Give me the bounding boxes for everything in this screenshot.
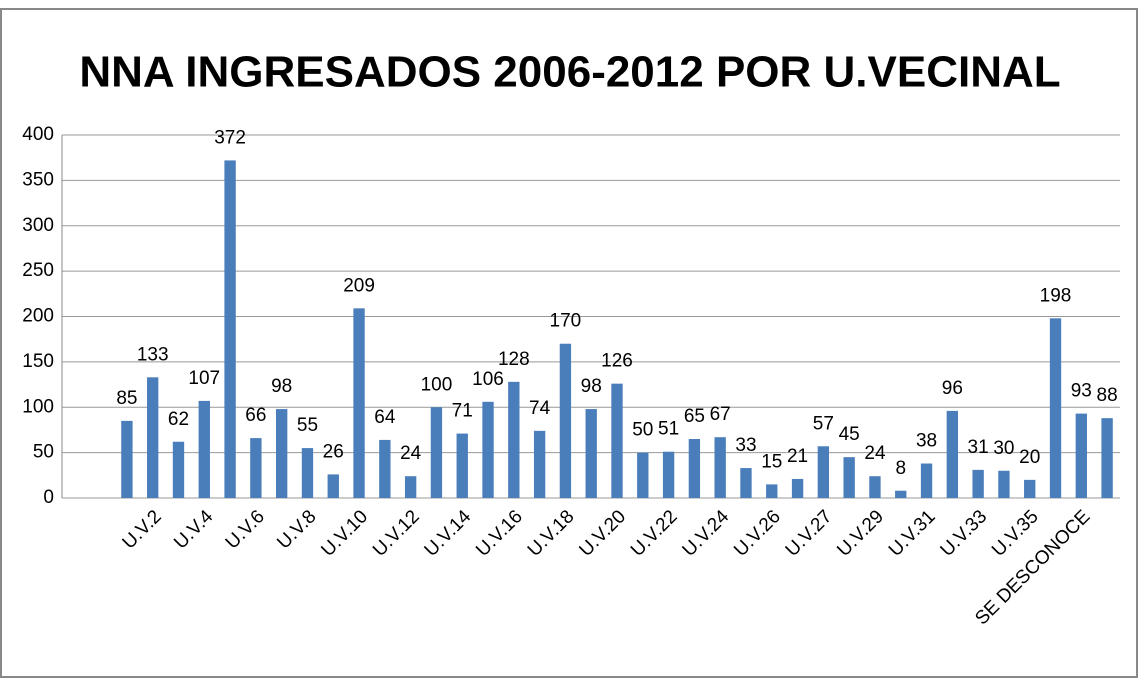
value-label: 65 [684, 406, 705, 427]
bar [998, 470, 1010, 498]
value-label: 126 [601, 351, 633, 372]
value-label: 85 [116, 388, 137, 409]
bar [637, 452, 649, 498]
value-label: 15 [761, 451, 782, 472]
value-label: 93 [1071, 381, 1092, 402]
value-label: 33 [735, 435, 756, 456]
value-label: 107 [188, 368, 220, 389]
value-label: 55 [297, 415, 318, 436]
value-label: 21 [787, 446, 808, 467]
value-label: 24 [864, 443, 886, 464]
bar [1024, 479, 1036, 498]
value-label: 96 [942, 378, 963, 399]
bar [1049, 318, 1062, 498]
bar [1075, 413, 1087, 498]
y-tick-label: 50 [33, 442, 54, 463]
value-label: 133 [137, 344, 169, 365]
y-tick-label: 150 [22, 351, 54, 372]
y-tick-label: 350 [22, 169, 54, 190]
y-tick-label: 200 [22, 306, 54, 327]
value-label: 209 [343, 275, 375, 296]
value-label: 20 [1019, 447, 1040, 468]
value-label: 31 [968, 437, 989, 458]
value-label: 45 [839, 424, 860, 445]
bar [662, 451, 675, 498]
bar [895, 490, 907, 498]
bar [121, 420, 133, 498]
bar [533, 430, 546, 498]
bar [559, 343, 572, 498]
bar [508, 381, 520, 498]
y-tick-label: 300 [22, 215, 54, 236]
bar [920, 463, 933, 498]
bar [224, 160, 236, 498]
value-label: 26 [323, 441, 344, 462]
bar [147, 377, 159, 498]
value-label: 100 [421, 374, 453, 395]
value-label: 71 [452, 401, 473, 422]
bar [1101, 418, 1113, 498]
bar [172, 441, 185, 498]
value-label: 88 [1097, 385, 1118, 406]
bar [791, 478, 804, 498]
bar [611, 383, 623, 498]
value-label: 106 [472, 369, 504, 390]
bar [688, 439, 701, 498]
value-label: 128 [498, 349, 530, 370]
bar [714, 437, 726, 498]
value-label: 66 [245, 405, 266, 426]
bar [301, 448, 314, 498]
bar [250, 438, 262, 498]
bar [198, 400, 210, 498]
bar [972, 469, 984, 498]
value-label: 372 [214, 127, 246, 148]
bar [327, 474, 339, 498]
value-label: 62 [168, 409, 189, 430]
chart-title: NNA INGRESADOS 2006-2012 POR U.VECINAL [79, 48, 1060, 97]
value-label: 24 [400, 443, 422, 464]
y-tick-label: 400 [22, 124, 54, 145]
bar [740, 468, 752, 498]
value-label: 64 [374, 407, 396, 428]
chart-border [0, 8, 1138, 678]
value-label: 50 [632, 420, 653, 441]
value-label: 8 [895, 458, 906, 479]
value-label: 57 [813, 413, 834, 434]
bar [946, 410, 959, 498]
value-label: 67 [710, 404, 731, 425]
value-label: 38 [916, 431, 937, 452]
bar [766, 484, 778, 498]
bar [275, 409, 288, 498]
bar [430, 407, 443, 498]
value-label: 98 [271, 376, 292, 397]
value-label: 98 [581, 376, 602, 397]
value-label: 198 [1040, 285, 1072, 306]
value-label: 51 [658, 419, 679, 440]
bar [817, 446, 830, 498]
bar [353, 308, 365, 498]
bar [404, 476, 417, 498]
bar [456, 433, 468, 498]
y-tick-label: 250 [22, 260, 54, 281]
value-label: 30 [993, 438, 1014, 459]
bar [869, 476, 881, 498]
y-tick-label: 100 [22, 396, 54, 417]
bar [379, 439, 391, 498]
y-tick-label: 0 [43, 487, 54, 508]
bar [585, 409, 597, 498]
bar [843, 457, 855, 498]
bar [482, 401, 494, 498]
value-label: 74 [529, 398, 551, 419]
value-label: 170 [550, 311, 582, 332]
